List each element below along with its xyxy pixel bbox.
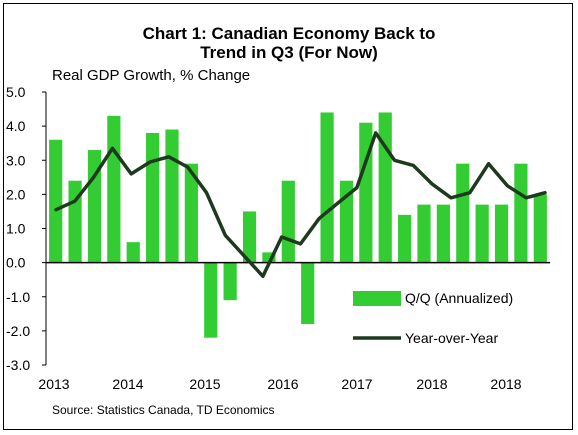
qq-bar <box>204 262 218 338</box>
y-tick-label: 4.0 <box>6 118 26 134</box>
qq-bar <box>165 129 179 263</box>
x-tick-label: 2016 <box>267 376 298 392</box>
y-tick-label: -1.0 <box>6 289 30 305</box>
x-tick-label: 2015 <box>189 376 220 392</box>
y-tick-label: 2.0 <box>6 186 26 202</box>
x-tick-label: 2014 <box>112 376 143 392</box>
y-axis-label: Real GDP Growth, % Change <box>52 67 250 84</box>
qq-bar <box>146 132 160 263</box>
x-tick-label: 2018 <box>490 376 521 392</box>
legend-label-yoy: Year-over-Year <box>405 330 498 346</box>
qq-bar <box>514 163 528 263</box>
qq-bar <box>262 252 276 263</box>
y-tick-label: 1.0 <box>6 221 26 237</box>
qq-bar <box>339 180 354 263</box>
qq-bar <box>456 163 470 263</box>
legend-label-qq: Q/Q (Annualized) <box>405 290 513 306</box>
source-note: Source: Statistics Canada, TD Economics <box>52 403 275 417</box>
qq-bar <box>417 204 431 263</box>
y-tick-label: 3.0 <box>6 152 26 168</box>
qq-bar <box>107 115 121 263</box>
qq-bar <box>475 204 489 263</box>
x-tick-label: 2013 <box>38 376 69 392</box>
y-tick-label: -2.0 <box>6 323 30 339</box>
chart-title-line1: Chart 1: Canadian Economy Back to <box>142 24 436 43</box>
legend-swatch-qq <box>353 291 401 306</box>
y-tick-label: -3.0 <box>6 357 30 373</box>
x-tick-label: 2018 <box>416 376 447 392</box>
qq-bar <box>49 139 63 263</box>
y-tick-label: 0.0 <box>6 255 26 271</box>
qq-bar <box>359 122 373 263</box>
qq-bar <box>436 204 450 263</box>
yoy-line <box>54 131 547 279</box>
qq-bar <box>126 242 140 263</box>
qq-bar <box>320 112 334 263</box>
qq-bar <box>301 262 315 325</box>
qq-bar <box>378 112 392 263</box>
qq-bar <box>223 262 237 301</box>
qq-bar <box>242 211 257 263</box>
qq-bar <box>494 204 509 263</box>
qq-bar <box>184 163 198 263</box>
chart-title-line2: Trend in Q3 (For Now) <box>200 43 378 62</box>
qq-bar <box>398 214 412 263</box>
qq-bar <box>533 194 547 263</box>
x-tick-label: 2017 <box>341 376 372 392</box>
qq-bar <box>281 180 295 263</box>
y-tick-label: 5.0 <box>6 84 26 100</box>
